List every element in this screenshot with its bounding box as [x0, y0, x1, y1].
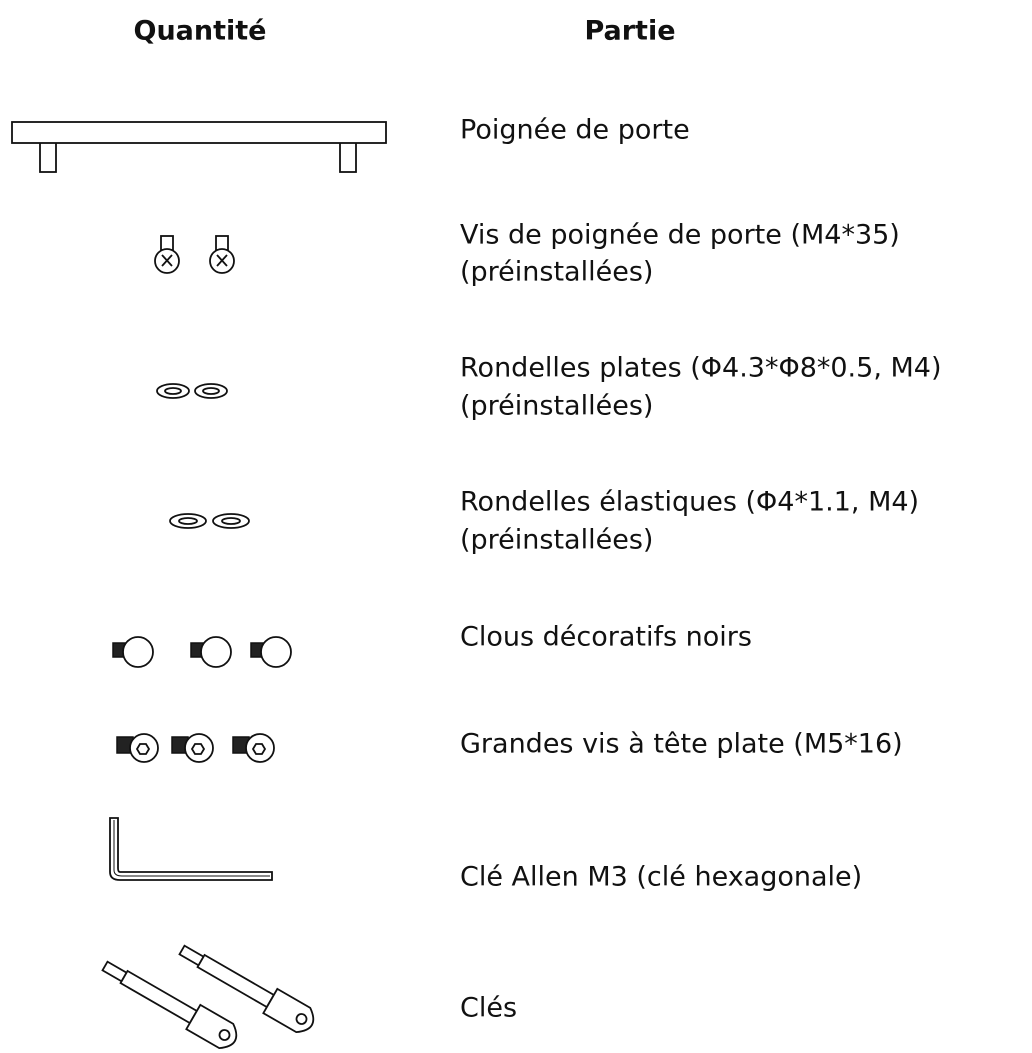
part-label: Poignée de porte: [460, 115, 690, 146]
screw-drawing: [154, 235, 235, 274]
key-drawing: [101, 944, 315, 1050]
part-label: Clés: [460, 993, 517, 1024]
flat-washer-drawing: [156, 383, 228, 399]
header-part: Partie: [584, 16, 675, 47]
allen-key-drawing: [109, 817, 273, 881]
part-label: (préinstallées): [460, 391, 653, 422]
part-label: Rondelles élastiques (Φ4*1.1, M4): [460, 487, 919, 518]
header-quantity: Quantité: [134, 16, 267, 47]
part-label: (préinstallées): [460, 525, 653, 556]
part-label: Vis de poignée de porte (M4*35): [460, 220, 900, 251]
part-label: Rondelles plates (Φ4.3*Φ8*0.5, M4): [460, 353, 942, 384]
part-label: Grandes vis à tête plate (M5*16): [460, 729, 903, 760]
flat-head-bolt-drawing: [116, 733, 275, 763]
handle-drawing: [11, 121, 387, 173]
part-label: Clous décoratifs noirs: [460, 622, 752, 653]
part-label: (préinstallées): [460, 257, 653, 288]
spring-washer-drawing: [169, 513, 250, 529]
part-label: Clé Allen M3 (clé hexagonale): [460, 862, 862, 893]
decorative-stud-drawing: [112, 636, 292, 668]
